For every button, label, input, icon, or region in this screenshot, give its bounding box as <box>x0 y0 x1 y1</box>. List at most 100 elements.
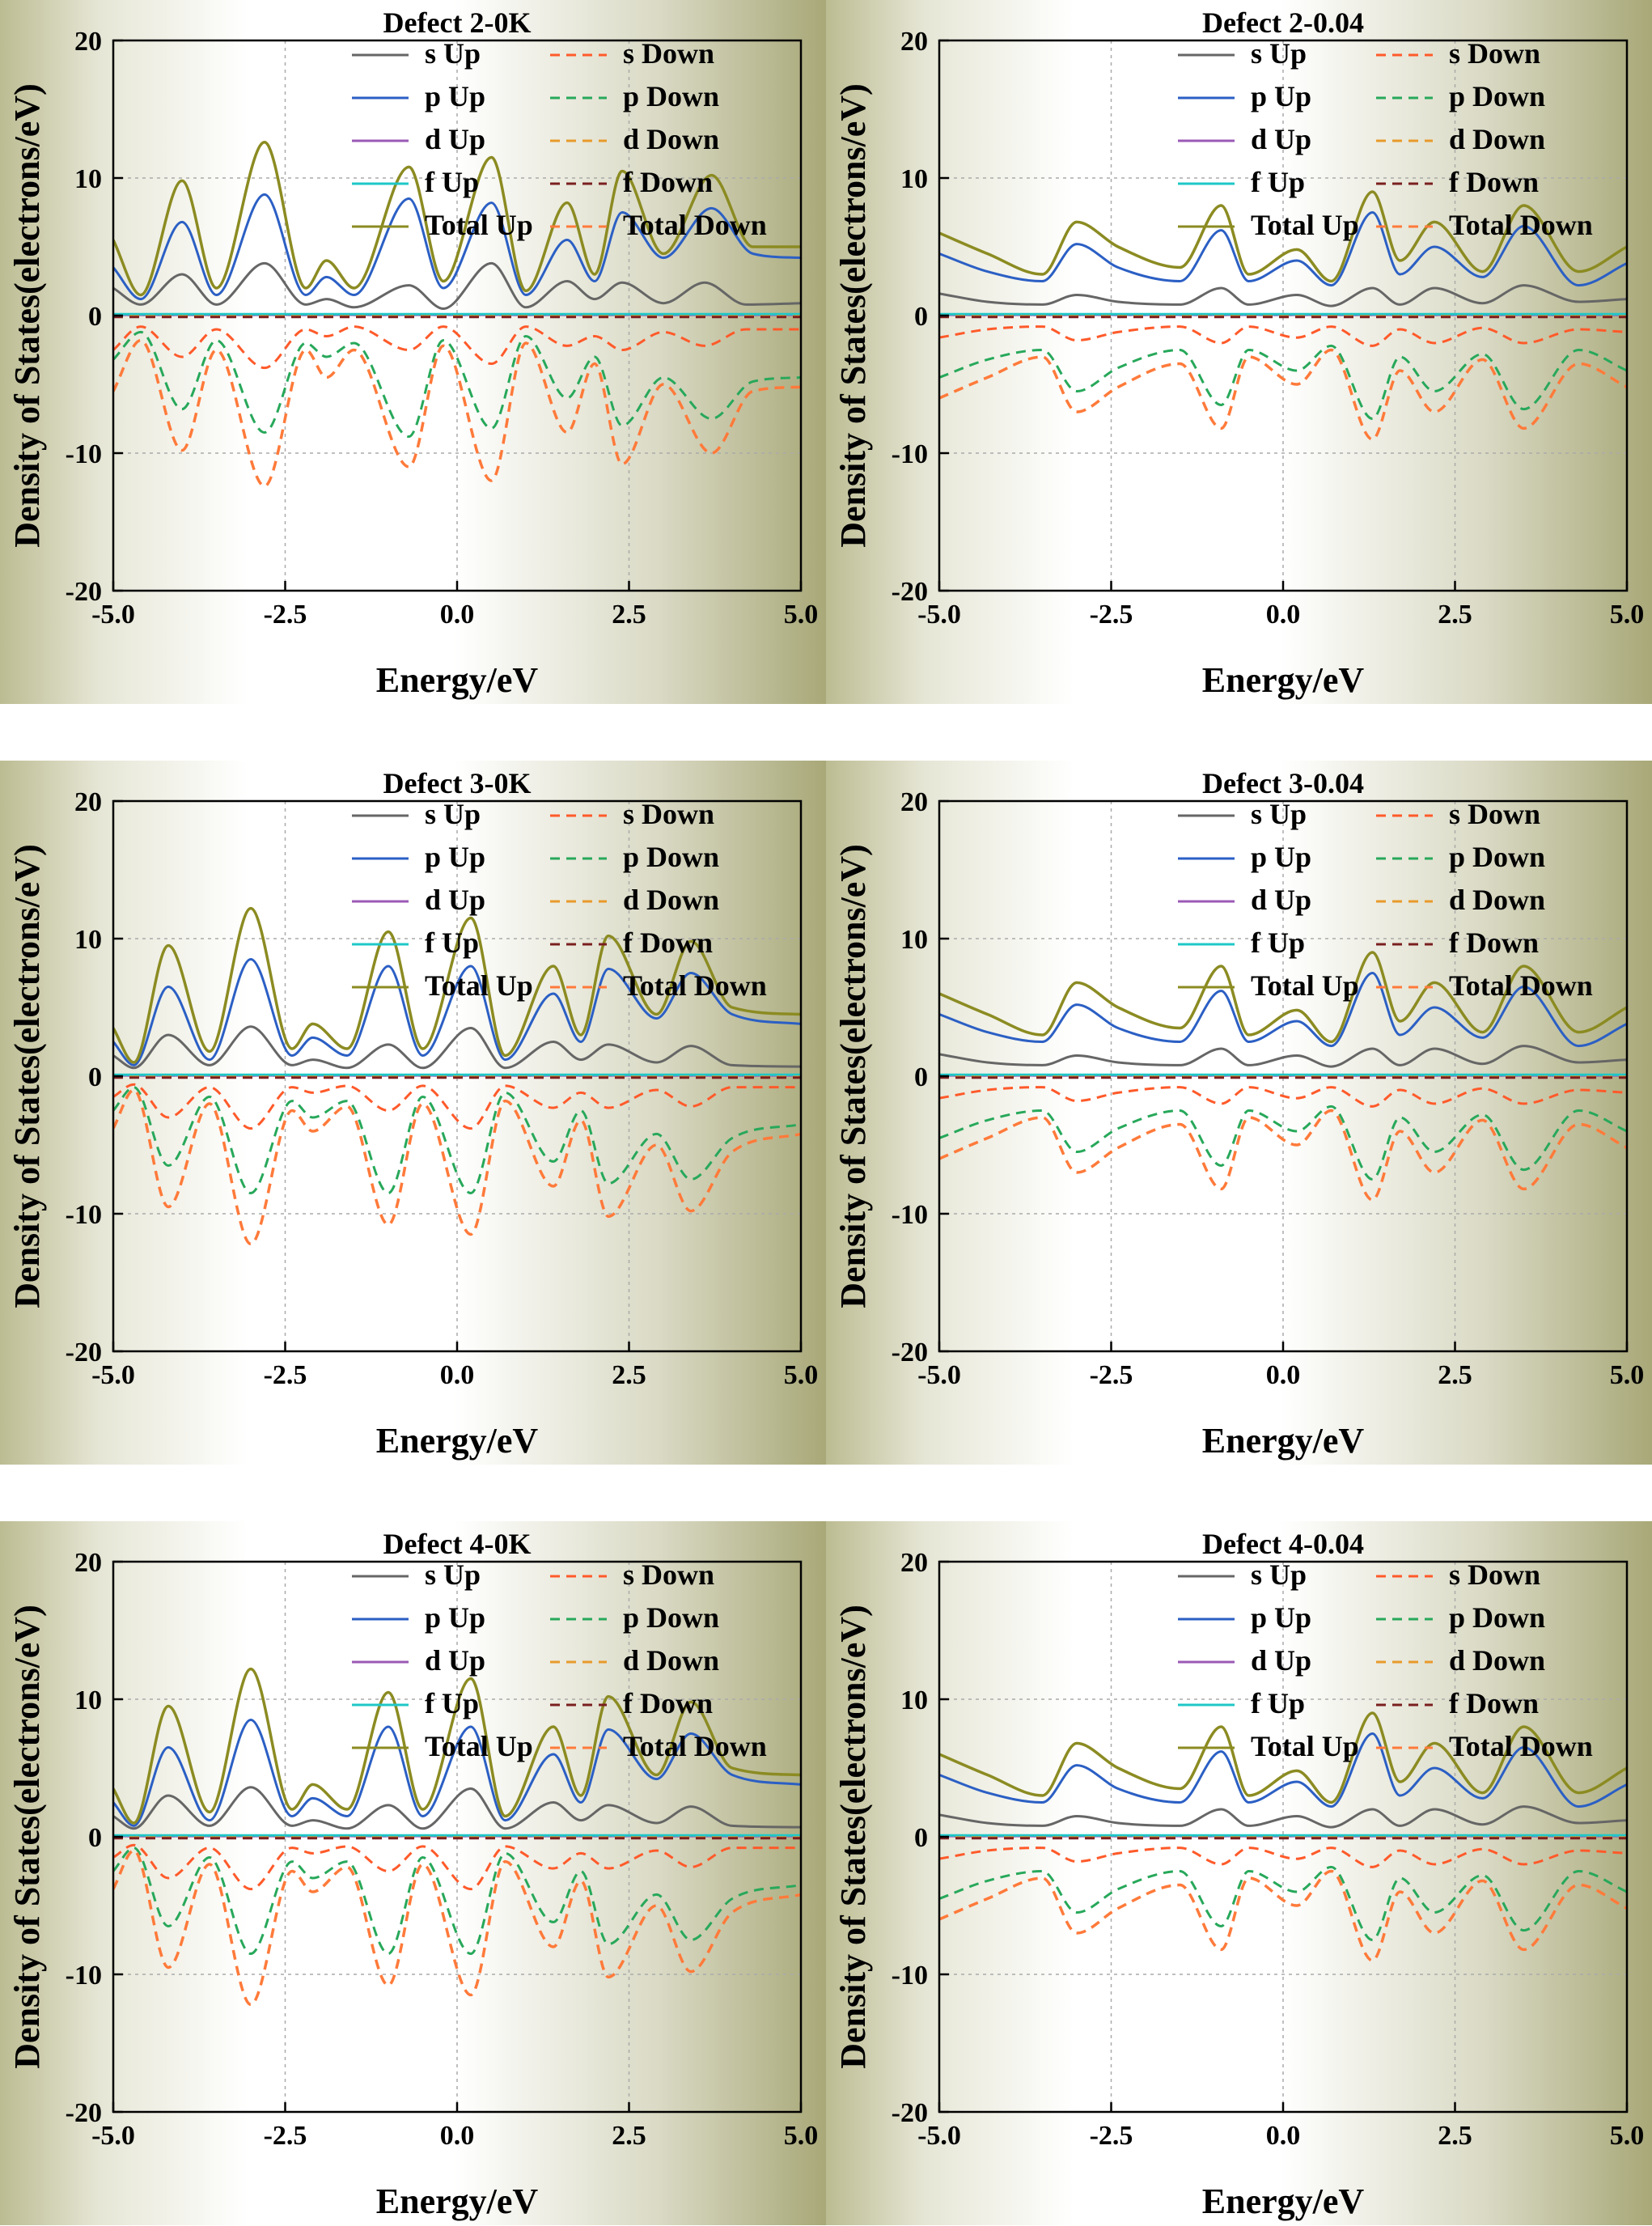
x-tick-label: -5.0 <box>917 2121 961 2151</box>
x-tick-label: -2.5 <box>264 1360 307 1390</box>
series-line-p-up <box>939 1732 1627 1808</box>
series-line-total-down <box>939 348 1627 441</box>
series-line-s-down <box>113 325 801 370</box>
legend-label: f Up <box>1251 1687 1305 1719</box>
legend-label: d Down <box>623 884 719 916</box>
y-tick-label: 10 <box>74 164 102 194</box>
legend-label: s Up <box>425 798 481 830</box>
series-line-total-up <box>113 906 801 1064</box>
y-tick-label: -20 <box>892 1338 928 1367</box>
legend-label: p Down <box>1449 841 1545 873</box>
x-tick-label: 5.0 <box>1610 2121 1645 2151</box>
legend-label: s Down <box>1449 798 1540 830</box>
series-line-total-down <box>113 1849 801 2007</box>
x-tick-label: 5.0 <box>784 2121 819 2151</box>
series-line-p-up <box>113 193 801 301</box>
dos-panel-6: -5.0 -2.5 0.0 2.5 5.0 20 10 0 -10 -20 Defect 4-0.0… <box>826 1521 1652 2225</box>
y-tick-label: -10 <box>66 439 102 469</box>
chart-title: Defect 3-0.04 <box>1202 767 1364 799</box>
y-axis-label: Density of States(electrons/eV) <box>7 83 47 547</box>
x-tick-label: 0.0 <box>1266 2121 1301 2151</box>
panel-background <box>0 0 826 704</box>
legend-label: f Up <box>1251 926 1305 959</box>
series-line-p-up <box>939 211 1627 287</box>
legend-label: Total Down <box>1449 1730 1593 1762</box>
x-axis-label: Energy/eV <box>376 2181 539 2221</box>
series-line-p-up <box>939 972 1627 1048</box>
y-tick-label: -20 <box>66 577 102 607</box>
y-tick-label: 10 <box>74 1685 102 1715</box>
dos-chart-svg: -5.0 -2.5 0.0 2.5 5.0 20 10 0 -10 -20 Defect 2-0.0… <box>826 0 1652 704</box>
series-line-p-down <box>113 1086 801 1194</box>
legend-label: s Up <box>1251 37 1307 70</box>
series-line-total-up <box>939 951 1627 1044</box>
y-tick-label: 0 <box>914 1062 928 1092</box>
x-tick-label: -2.5 <box>264 2121 307 2151</box>
legend-label: s Up <box>1251 1558 1307 1591</box>
dos-panel-3: -5.0 -2.5 0.0 2.5 5.0 20 10 0 -10 -20 Defect 3-0K E… <box>0 761 826 1465</box>
y-tick-label: 0 <box>88 1823 102 1853</box>
legend-label: s Up <box>425 37 481 70</box>
chart-title: Defect 2-0.04 <box>1202 6 1364 39</box>
y-tick-label: -20 <box>892 2098 928 2128</box>
legend-label: Total Up <box>425 969 533 1002</box>
y-tick-label: 10 <box>74 925 102 955</box>
x-axis-label: Energy/eV <box>376 660 539 700</box>
x-tick-label: -5.0 <box>917 600 961 630</box>
y-tick-label: 0 <box>914 302 928 332</box>
legend-label: Total Down <box>623 1730 767 1762</box>
legend-label: p Up <box>1251 80 1311 112</box>
legend-label: f Down <box>1449 1687 1539 1719</box>
y-tick-label: 20 <box>74 1548 102 1578</box>
x-tick-label: 2.5 <box>1438 2121 1472 2151</box>
legend-label: p Up <box>1251 1601 1311 1634</box>
x-tick-label: 2.5 <box>612 600 646 630</box>
chart-title: Defect 4-0.04 <box>1202 1528 1364 1560</box>
series-line-total-down <box>113 338 801 488</box>
legend-label: d Down <box>1449 1644 1545 1677</box>
series-line-p-down <box>939 1865 1627 1941</box>
dos-chart-svg: -5.0 -2.5 0.0 2.5 5.0 20 10 0 -10 -20 Defect 2-0K E… <box>0 0 826 704</box>
series-line-s-down <box>113 1843 801 1891</box>
series-line-total-down <box>939 1109 1627 1202</box>
series-line-p-down <box>939 1105 1627 1181</box>
legend-label: Total Down <box>1449 209 1593 241</box>
legend-label: Total Up <box>1251 969 1359 1002</box>
x-tick-label: 2.5 <box>1438 1360 1472 1390</box>
y-tick-label: 10 <box>900 925 928 955</box>
x-tick-label: 0.0 <box>440 2121 475 2151</box>
x-axis-label: Energy/eV <box>1202 660 1365 700</box>
y-tick-label: 10 <box>900 1685 928 1715</box>
y-axis-label: Density of States(electrons/eV) <box>833 83 873 547</box>
panel-background <box>826 761 1652 1465</box>
legend-label: p Down <box>1449 1601 1545 1634</box>
x-axis-label: Energy/eV <box>1202 1421 1365 1461</box>
legend-label: d Up <box>1251 1644 1311 1677</box>
y-axis-label: Density of States(electrons/eV) <box>833 844 873 1308</box>
legend-label: d Up <box>1251 884 1311 916</box>
legend-label: f Up <box>425 1687 479 1719</box>
y-tick-label: -10 <box>66 1961 102 1991</box>
dos-panel-1: -5.0 -2.5 0.0 2.5 5.0 20 10 0 -10 -20 Defect 2-0K E… <box>0 0 826 704</box>
legend-label: s Down <box>623 798 714 830</box>
legend-label: s Down <box>1449 37 1540 70</box>
series-line-s-up <box>113 1786 801 1830</box>
y-tick-label: -10 <box>892 1961 928 1991</box>
y-tick-label: 20 <box>74 787 102 817</box>
legend-label: d Down <box>623 1644 719 1677</box>
dos-chart-svg: -5.0 -2.5 0.0 2.5 5.0 20 10 0 -10 -20 Defect 4-0K E… <box>0 1521 826 2225</box>
legend-label: p Down <box>623 80 719 112</box>
legend-label: p Down <box>623 1601 719 1634</box>
series-line-p-down <box>939 344 1627 420</box>
legend-label: f Down <box>623 1687 713 1719</box>
series-line-s-down <box>939 1847 1627 1868</box>
legend-label: f Up <box>1251 166 1305 198</box>
x-tick-label: 5.0 <box>784 600 819 630</box>
legend-label: p Up <box>425 1601 485 1634</box>
series-line-total-down <box>113 1088 801 1246</box>
x-tick-label: 2.5 <box>1438 600 1472 630</box>
series-line-total-down <box>939 1869 1627 1962</box>
panel-background <box>826 1521 1652 2225</box>
dos-panel-5: -5.0 -2.5 0.0 2.5 5.0 20 10 0 -10 -20 Defect 4-0K E… <box>0 1521 826 2225</box>
y-axis-label: Density of States(electrons/eV) <box>7 1605 47 2068</box>
